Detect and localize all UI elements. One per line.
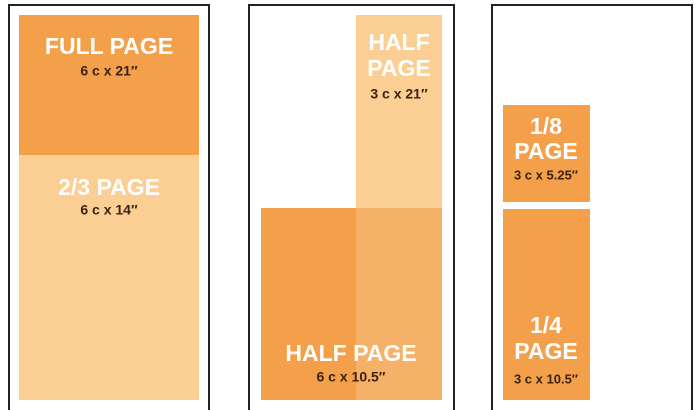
quarter-page-block: [503, 209, 590, 400]
ad-size: 6 c x 14″: [80, 202, 138, 218]
page-frame: [8, 4, 210, 410]
half-page-horizontal-block: [261, 208, 356, 400]
full-page-block: [19, 15, 199, 155]
two-thirds-page-block: [19, 155, 199, 400]
ad-size: 3 c x 10.5″: [514, 371, 578, 386]
ad-size: 6 c x 10.5″: [317, 369, 386, 385]
ad-label: 2/3 PAGE: [58, 174, 160, 200]
ad-size: 3 c x 5.25″: [514, 167, 578, 182]
page-frame: [248, 4, 455, 410]
ad-label: 1/8: [530, 113, 562, 139]
ad-label: HALF: [368, 29, 429, 55]
ad-size: 6 c x 21″: [80, 63, 138, 79]
ad-label: 1/4: [530, 312, 562, 338]
ad-label: PAGE: [367, 55, 430, 81]
eighth-page-block: [503, 105, 590, 202]
ad-label: PAGE: [514, 138, 577, 164]
ad-size: 3 c x 21″: [370, 86, 428, 102]
page-frame: [491, 4, 693, 410]
overlap-block: [356, 208, 442, 400]
ad-label: PAGE: [514, 338, 577, 364]
ad-label: HALF PAGE: [285, 340, 416, 366]
ad-label: FULL PAGE: [45, 33, 173, 59]
